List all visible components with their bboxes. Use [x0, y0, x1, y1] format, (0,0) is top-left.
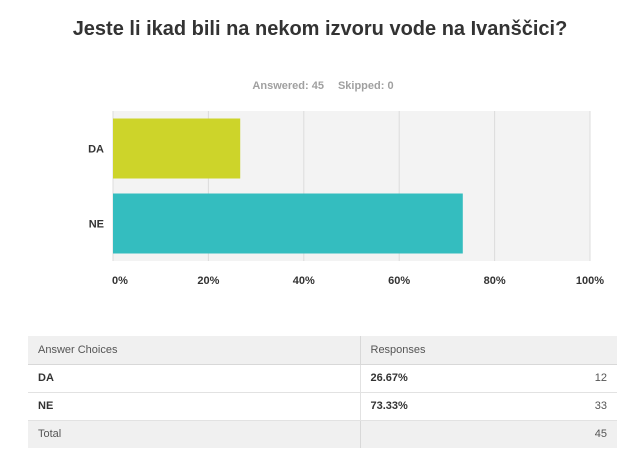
count-cell: 12: [480, 364, 617, 393]
x-tick-label: 100%: [576, 275, 604, 287]
x-tick-label: 40%: [293, 275, 315, 287]
category-labels: DA NE: [88, 144, 104, 231]
table-row: DA 26.67% 12: [28, 364, 617, 393]
count-cell: 33: [480, 392, 617, 421]
x-tick-label: 60%: [388, 275, 410, 287]
responses-header: Responses: [359, 336, 617, 365]
total-count: 45: [480, 420, 617, 448]
bars: [113, 118, 463, 254]
question-title: Jeste li ikad bili na nekom izvoru vode …: [72, 18, 568, 40]
answer-choices-header: Answer Choices: [28, 336, 360, 365]
category-label: NE: [89, 219, 104, 231]
percent-cell: 26.67%: [359, 364, 480, 393]
total-label: Total: [28, 420, 360, 448]
answered-count: Answered: 45: [252, 80, 324, 92]
table-row: NE 73.33% 33: [28, 392, 617, 421]
bar-ne: [113, 193, 463, 254]
percent-cell: 73.33%: [359, 392, 480, 421]
category-label: DA: [88, 144, 104, 156]
bar-da: [113, 118, 241, 179]
bar-chart: DA NE 0% 20% 40% 60% 80% 100%: [88, 111, 604, 287]
x-tick-label: 80%: [484, 275, 506, 287]
x-axis-ticks: 0% 20% 40% 60% 80% 100%: [112, 275, 604, 287]
table-total-row: Total 45: [28, 420, 617, 448]
choice-cell: NE: [28, 392, 360, 421]
table-header-row: Answer Choices Responses: [28, 336, 617, 365]
x-tick-label: 0%: [112, 275, 128, 287]
response-stats: Answered: 45 Skipped: 0: [0, 80, 640, 92]
choice-cell: DA: [28, 364, 360, 393]
x-tick-label: 20%: [197, 275, 219, 287]
skipped-count: Skipped: 0: [337, 80, 394, 92]
results-table: Answer Choices Responses DA 26.67% 12 NE…: [28, 336, 617, 448]
